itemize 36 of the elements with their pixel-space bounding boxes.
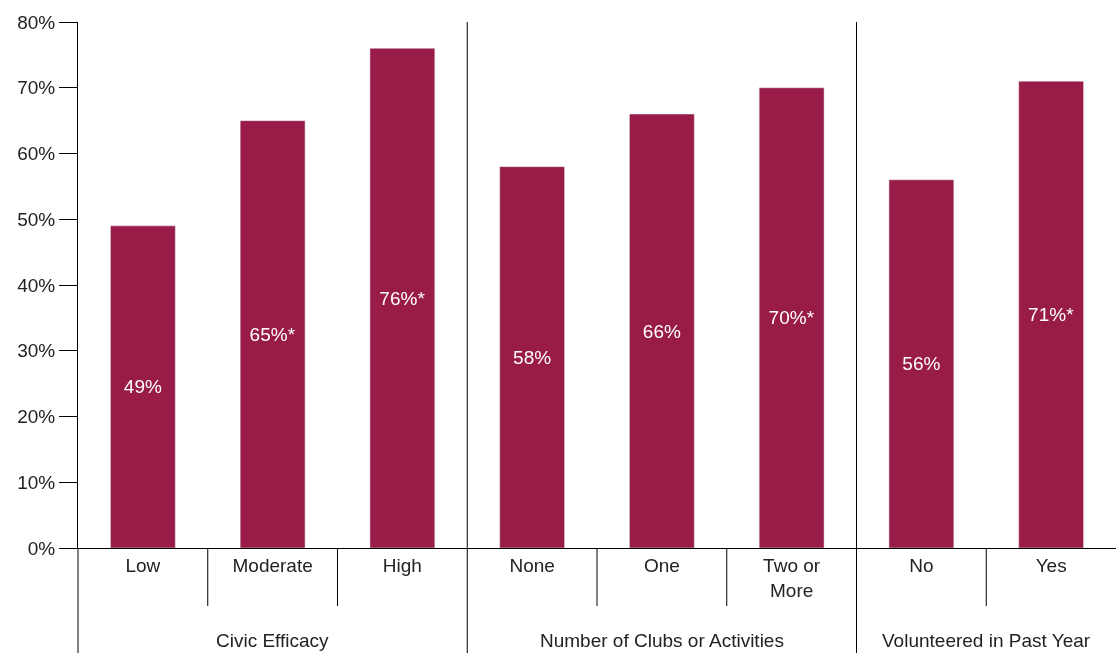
- text: Volunteered in Past Year: [882, 630, 1091, 651]
- data-label: 76%*: [379, 287, 426, 309]
- text: Civic Efficacy: [216, 630, 330, 651]
- y-tick-label: 70%: [17, 77, 56, 99]
- x-tick-label: Yes: [1035, 554, 1067, 576]
- y-tick-label: 0%: [27, 537, 56, 559]
- x-tick-label: No: [909, 554, 934, 576]
- x-tick-label: Two or More: [763, 554, 821, 601]
- bar: [499, 166, 565, 548]
- data-label: 56%: [902, 353, 941, 375]
- bar: [110, 225, 176, 548]
- bar: [758, 87, 825, 548]
- x-tick-label: Moderate: [232, 554, 313, 576]
- bar: [888, 179, 955, 548]
- x-tick-label: High: [382, 554, 422, 576]
- bar: [369, 48, 436, 548]
- y-tick-label: 10%: [17, 471, 56, 493]
- data-label: 71%*: [1028, 304, 1075, 326]
- bar: [239, 120, 306, 548]
- bar: [1018, 80, 1084, 548]
- x-tick-label: One: [643, 554, 680, 576]
- data-label: 65%*: [249, 323, 296, 345]
- data-label: 49%: [123, 376, 162, 398]
- x-tick-label: None: [509, 554, 555, 576]
- y-tick-label: 60%: [17, 143, 56, 165]
- x-tick-label: Low: [125, 554, 161, 576]
- y-tick-label: 40%: [17, 274, 56, 296]
- y-tick-label: 30%: [17, 340, 56, 362]
- y-tick-label: 80%: [17, 11, 56, 33]
- text: Number of Clubs or Activities: [540, 630, 784, 651]
- data-label: 70%*: [768, 307, 815, 329]
- bar: [629, 113, 695, 548]
- data-label: 58%: [513, 346, 552, 368]
- y-tick-label: 50%: [17, 208, 56, 230]
- y-tick-label: 20%: [17, 406, 56, 428]
- data-label: 66%: [642, 320, 681, 342]
